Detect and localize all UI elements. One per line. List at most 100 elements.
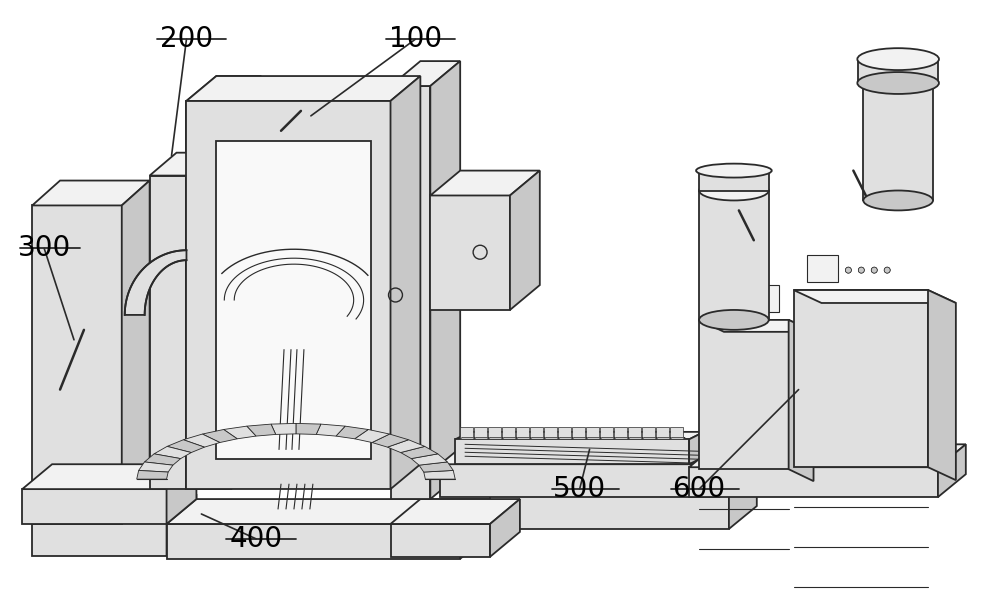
Polygon shape: [689, 444, 966, 467]
Polygon shape: [699, 171, 769, 190]
Polygon shape: [711, 285, 779, 312]
Polygon shape: [699, 320, 814, 332]
Ellipse shape: [857, 48, 939, 70]
Polygon shape: [154, 447, 191, 458]
Polygon shape: [355, 429, 390, 442]
Polygon shape: [32, 519, 167, 556]
Polygon shape: [516, 427, 529, 439]
Circle shape: [713, 266, 721, 274]
Polygon shape: [490, 494, 729, 529]
Polygon shape: [642, 438, 657, 439]
Polygon shape: [614, 438, 629, 439]
Polygon shape: [372, 434, 409, 447]
Ellipse shape: [863, 190, 933, 210]
Text: 100: 100: [389, 25, 442, 53]
Polygon shape: [231, 76, 261, 489]
Polygon shape: [122, 180, 150, 524]
Polygon shape: [474, 427, 487, 439]
Ellipse shape: [857, 72, 939, 94]
Polygon shape: [455, 432, 704, 439]
Polygon shape: [336, 426, 368, 439]
Polygon shape: [789, 320, 814, 481]
Polygon shape: [460, 427, 473, 439]
Polygon shape: [502, 438, 517, 439]
Polygon shape: [271, 423, 296, 435]
Polygon shape: [186, 76, 420, 101]
Text: 400: 400: [230, 525, 283, 553]
Polygon shape: [502, 427, 515, 439]
Polygon shape: [32, 205, 122, 524]
Polygon shape: [391, 61, 460, 86]
Polygon shape: [628, 438, 643, 439]
Polygon shape: [22, 489, 167, 524]
Circle shape: [739, 266, 747, 274]
Polygon shape: [440, 441, 747, 464]
Polygon shape: [125, 250, 186, 315]
Polygon shape: [401, 447, 438, 458]
Polygon shape: [863, 81, 933, 201]
Text: 200: 200: [160, 25, 213, 53]
Polygon shape: [247, 424, 276, 436]
Polygon shape: [144, 454, 181, 465]
Polygon shape: [670, 427, 683, 439]
Circle shape: [871, 267, 877, 273]
Circle shape: [726, 266, 734, 274]
Polygon shape: [572, 427, 585, 439]
Polygon shape: [656, 427, 669, 439]
Polygon shape: [490, 499, 520, 557]
Polygon shape: [586, 438, 601, 439]
Polygon shape: [296, 423, 321, 435]
Polygon shape: [202, 429, 237, 442]
Polygon shape: [516, 438, 531, 439]
Circle shape: [845, 267, 851, 273]
Polygon shape: [424, 470, 455, 479]
Circle shape: [884, 267, 890, 273]
Polygon shape: [530, 438, 545, 439]
Polygon shape: [460, 438, 475, 439]
Polygon shape: [670, 438, 685, 439]
Polygon shape: [938, 444, 966, 497]
Polygon shape: [167, 524, 460, 559]
Polygon shape: [186, 153, 211, 489]
Polygon shape: [183, 434, 220, 447]
Polygon shape: [794, 290, 956, 303]
Polygon shape: [150, 153, 211, 176]
Polygon shape: [628, 427, 641, 439]
Polygon shape: [419, 462, 453, 472]
Polygon shape: [558, 427, 571, 439]
Polygon shape: [430, 61, 460, 499]
Polygon shape: [586, 427, 599, 439]
Polygon shape: [186, 76, 261, 101]
Polygon shape: [391, 86, 430, 499]
Ellipse shape: [699, 310, 769, 330]
Polygon shape: [216, 141, 371, 459]
Polygon shape: [794, 290, 928, 467]
Polygon shape: [719, 441, 747, 497]
Polygon shape: [544, 427, 557, 439]
Polygon shape: [167, 494, 196, 556]
Circle shape: [871, 267, 877, 273]
Circle shape: [845, 267, 851, 273]
Circle shape: [884, 267, 890, 273]
Polygon shape: [600, 427, 613, 439]
Polygon shape: [699, 320, 789, 469]
Polygon shape: [642, 427, 655, 439]
Polygon shape: [455, 439, 689, 464]
Polygon shape: [22, 464, 196, 489]
Polygon shape: [32, 494, 196, 519]
Polygon shape: [440, 464, 719, 497]
Polygon shape: [391, 499, 520, 524]
Polygon shape: [656, 438, 671, 439]
Polygon shape: [490, 471, 757, 494]
Polygon shape: [488, 438, 503, 439]
Polygon shape: [460, 499, 490, 559]
Polygon shape: [729, 471, 757, 529]
Polygon shape: [139, 462, 173, 472]
Polygon shape: [544, 438, 559, 439]
Polygon shape: [530, 427, 543, 439]
Text: 500: 500: [553, 475, 606, 503]
Ellipse shape: [699, 180, 769, 201]
Polygon shape: [167, 464, 196, 524]
Polygon shape: [167, 499, 490, 524]
Polygon shape: [689, 467, 938, 497]
